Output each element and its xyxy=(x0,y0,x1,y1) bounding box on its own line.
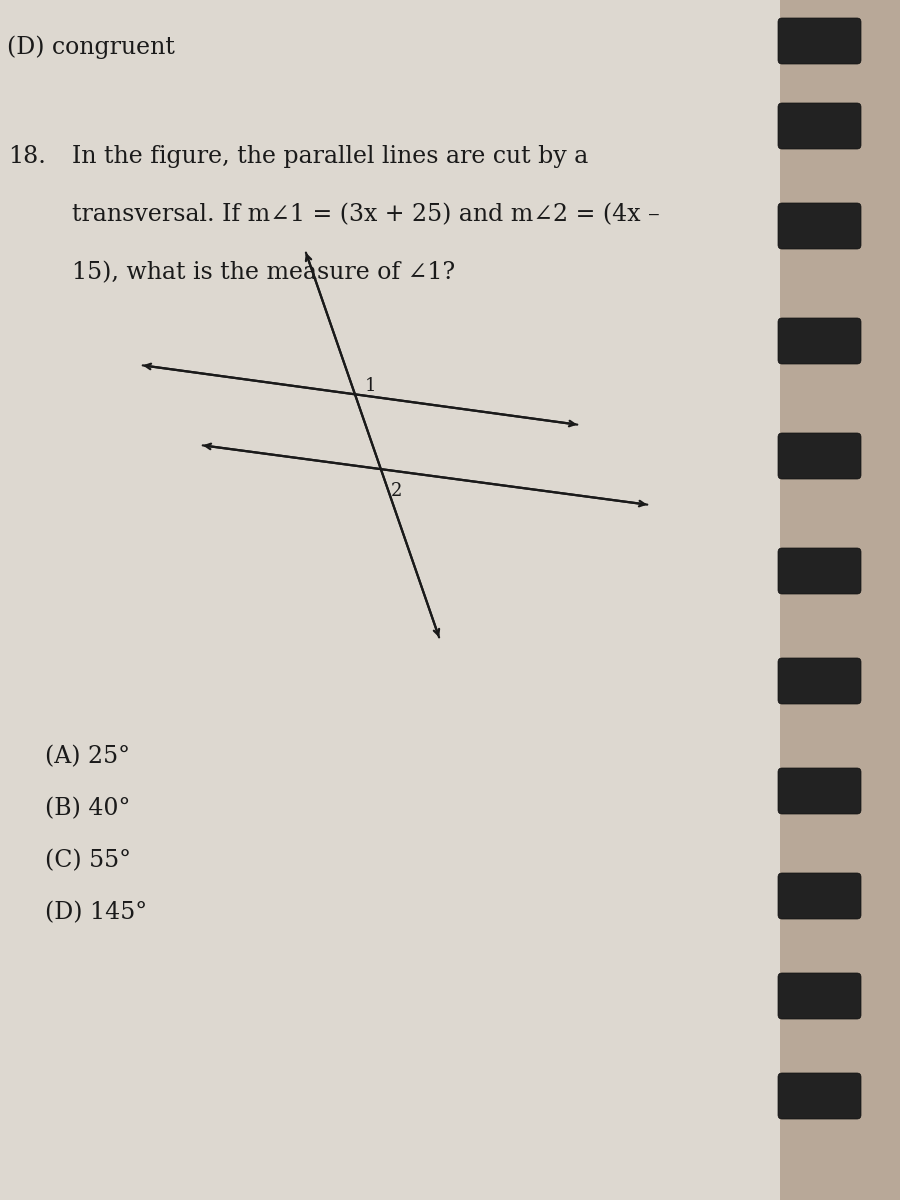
FancyBboxPatch shape xyxy=(778,874,861,919)
Text: 2: 2 xyxy=(391,482,402,500)
FancyBboxPatch shape xyxy=(778,433,861,479)
FancyBboxPatch shape xyxy=(778,548,861,594)
Text: transversal. If m∠1 = (3x + 25) and m∠2 = (4x –: transversal. If m∠1 = (3x + 25) and m∠2 … xyxy=(72,203,660,226)
FancyBboxPatch shape xyxy=(778,658,861,704)
FancyBboxPatch shape xyxy=(778,1073,861,1118)
FancyBboxPatch shape xyxy=(778,18,861,64)
Text: (D) 145°: (D) 145° xyxy=(45,901,147,924)
FancyBboxPatch shape xyxy=(778,103,861,149)
Text: (A) 25°: (A) 25° xyxy=(45,745,130,768)
Text: (B) 40°: (B) 40° xyxy=(45,797,130,820)
Text: 15), what is the measure of ∠1?: 15), what is the measure of ∠1? xyxy=(72,260,455,284)
FancyBboxPatch shape xyxy=(778,318,861,364)
FancyBboxPatch shape xyxy=(778,973,861,1019)
Text: (D) congruent: (D) congruent xyxy=(7,35,175,59)
FancyBboxPatch shape xyxy=(0,0,780,1200)
Text: In the figure, the parallel lines are cut by a: In the figure, the parallel lines are cu… xyxy=(72,145,589,168)
Text: (C) 55°: (C) 55° xyxy=(45,850,131,872)
FancyBboxPatch shape xyxy=(778,768,861,814)
FancyBboxPatch shape xyxy=(778,203,861,248)
Text: 18.: 18. xyxy=(8,145,46,168)
Text: 1: 1 xyxy=(365,377,376,395)
